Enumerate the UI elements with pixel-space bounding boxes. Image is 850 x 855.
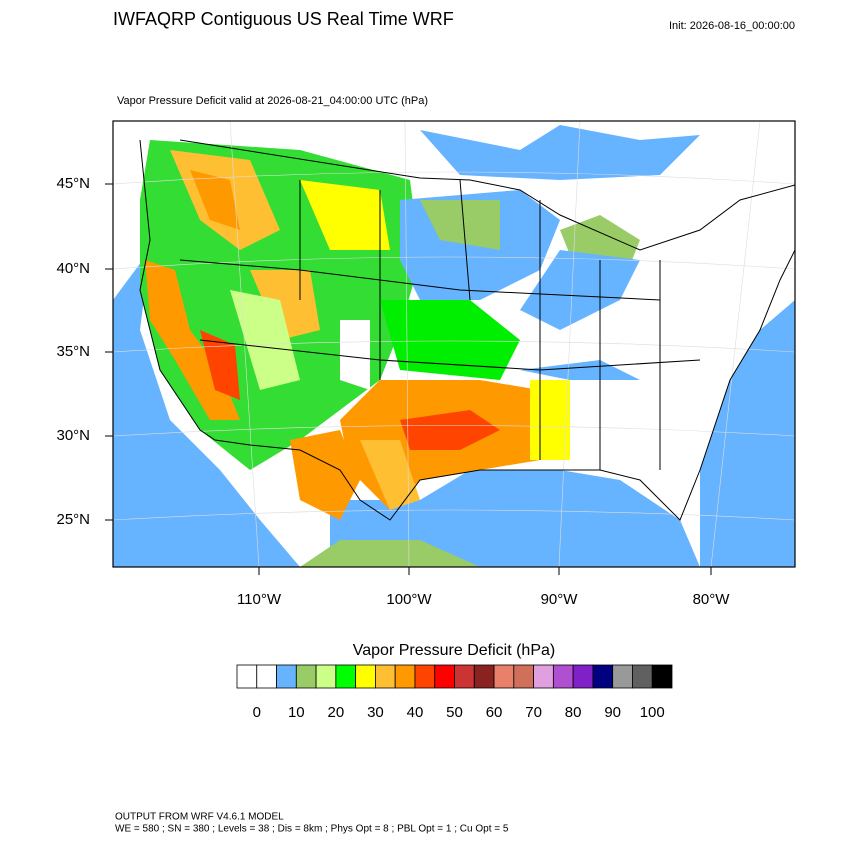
colorbar-box	[375, 664, 396, 689]
lat-label: 25°N	[56, 511, 90, 528]
lon-label: 90°W	[541, 591, 579, 608]
map	[113, 121, 795, 567]
colorbar-box	[315, 664, 337, 689]
footer-line: OUTPUT FROM WRF V4.6.1 MODEL	[115, 812, 284, 823]
footer-line: WE = 580 ; SN = 380 ; Levels = 38 ; Dis …	[115, 824, 509, 835]
colorbar-label: 90	[604, 704, 621, 721]
colorbar-label: 20	[328, 704, 345, 721]
map-subtitle: Vapor Pressure Deficit valid at 2026-08-…	[117, 95, 428, 107]
colorbar-label: 10	[288, 704, 305, 721]
colorbar-box	[513, 664, 534, 689]
title: IWFAQRP Contiguous US Real Time WRF	[113, 9, 454, 29]
colorbar-label: 70	[525, 704, 542, 721]
colorbar-box	[473, 664, 495, 689]
lat-label: 30°N	[56, 427, 90, 444]
init-time: Init: 2026-08-16_00:00:00	[669, 20, 795, 32]
colorbar-box	[295, 664, 317, 689]
colorbar-box	[592, 664, 614, 689]
colorbar-label: 0	[253, 704, 261, 721]
colorbar-box	[533, 664, 554, 689]
lon-label: 110°W	[237, 591, 282, 608]
colorbar-label: 50	[446, 704, 463, 721]
colorbar-box	[552, 664, 574, 689]
colorbar-box	[335, 664, 357, 689]
colorbar-box	[572, 664, 594, 689]
colorbar-label: 100	[640, 704, 665, 721]
colorbar-box	[454, 664, 475, 689]
map-frame	[112, 120, 796, 568]
colorbar-box	[434, 664, 455, 689]
colorbar-label: 30	[367, 704, 384, 721]
lat-label: 40°N	[56, 260, 90, 277]
colorbar-box	[236, 664, 258, 689]
colorbar-label: 80	[565, 704, 582, 721]
colorbar-box	[651, 664, 673, 689]
colorbar-box	[256, 664, 277, 689]
colorbar-box	[414, 664, 436, 689]
colorbar-label: 60	[486, 704, 503, 721]
lat-label: 45°N	[56, 175, 90, 192]
colorbar-box	[394, 664, 416, 689]
colorbar-box	[632, 664, 653, 689]
lon-label: 100°W	[386, 591, 432, 608]
colorbar-box	[355, 664, 376, 689]
colorbar-box	[612, 664, 633, 689]
lon-label: 80°W	[693, 591, 731, 608]
lat-label: 35°N	[56, 343, 90, 360]
colorbar-title: Vapor Pressure Deficit (hPa)	[353, 642, 555, 659]
colorbar-label: 40	[407, 704, 424, 721]
colorbar-box	[276, 664, 297, 689]
colorbar-box	[493, 664, 515, 689]
